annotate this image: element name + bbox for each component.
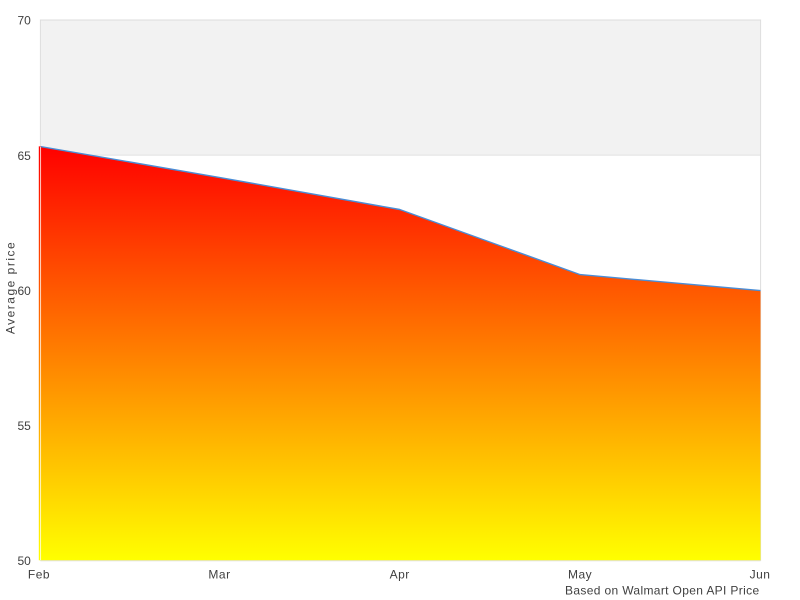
svg-text:60: 60 xyxy=(17,284,31,298)
svg-text:May: May xyxy=(568,568,592,582)
svg-text:Jun: Jun xyxy=(750,568,771,582)
svg-text:55: 55 xyxy=(17,419,31,433)
svg-text:Feb: Feb xyxy=(28,568,50,582)
svg-text:Average price: Average price xyxy=(3,241,17,334)
svg-text:Mar: Mar xyxy=(208,568,230,582)
svg-text:Based on Walmart Open API Pric: Based on Walmart Open API Price xyxy=(565,584,760,598)
svg-text:65: 65 xyxy=(17,149,31,163)
svg-text:70: 70 xyxy=(17,14,31,28)
svg-text:Apr: Apr xyxy=(390,568,410,582)
svg-text:50: 50 xyxy=(17,554,31,568)
